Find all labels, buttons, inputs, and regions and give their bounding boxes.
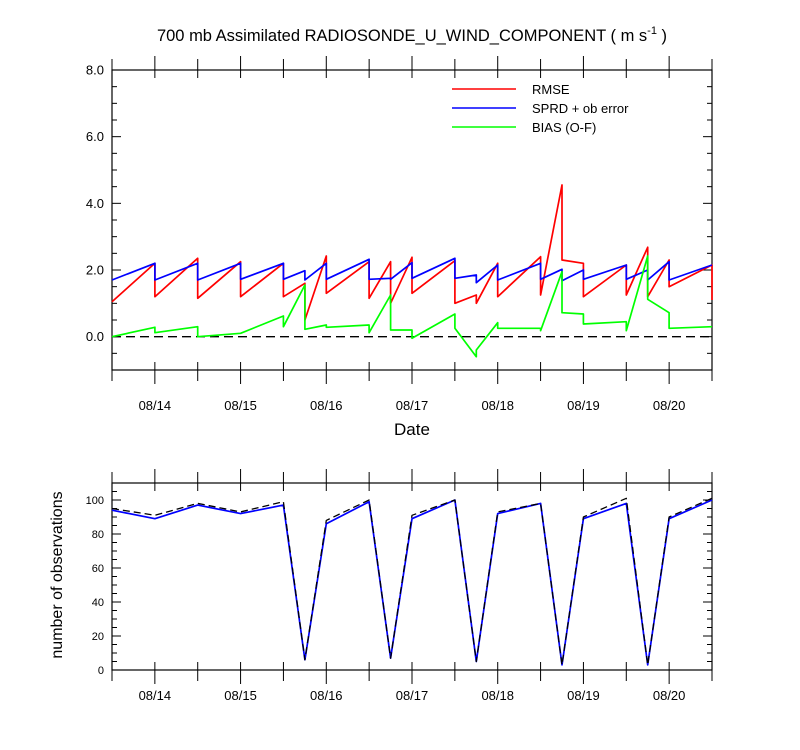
top-x-tick-label: 08/20 <box>653 398 686 413</box>
bottom-x-tick-label: 08/19 <box>567 688 600 703</box>
top-series-sprd-ob-error <box>111 257 713 284</box>
top-series-rmse <box>111 184 713 321</box>
legend: RMSE SPRD + ob error BIAS (O-F) <box>452 82 629 135</box>
legend-label-bias: BIAS (O-F) <box>532 120 596 135</box>
bottom-y-tick-label: 80 <box>92 529 104 541</box>
chart-title: 700 mb Assimilated RADIOSONDE_U_WIND_COM… <box>157 25 667 45</box>
bottom-x-tick-label: 08/15 <box>224 688 257 703</box>
bottom-x-tick-label: 08/18 <box>481 688 514 703</box>
top-y-tick-label: 2.0 <box>86 263 104 278</box>
bottom-x-tick-label: 08/14 <box>139 688 172 703</box>
bottom-x-tick-label: 08/16 <box>310 688 343 703</box>
x-axis-label: Date <box>394 420 430 439</box>
top-series-bias-o-f <box>111 255 713 358</box>
top-x-tick-label: 08/19 <box>567 398 600 413</box>
bottom-y-tick-label: 20 <box>92 631 104 643</box>
top-x-tick-label: 08/14 <box>139 398 172 413</box>
bottom-y-tick-label: 40 <box>92 597 104 609</box>
top-x-tick-label: 08/16 <box>310 398 343 413</box>
legend-label-sprd: SPRD + ob error <box>532 101 629 116</box>
y-axis-label-observations: number of observations <box>49 491 66 658</box>
bottom-x-tick-label: 08/20 <box>653 688 686 703</box>
top-x-tick-label: 08/17 <box>396 398 429 413</box>
bottom-x-tick-label: 08/17 <box>396 688 429 703</box>
bottom-plot-frame <box>111 482 713 671</box>
bottom-y-tick-label: 60 <box>92 563 104 575</box>
top-y-tick-label: 8.0 <box>86 63 104 78</box>
top-x-tick-label: 08/15 <box>224 398 257 413</box>
bottom-series-observations-used <box>111 499 713 666</box>
bottom-series-observations-possible <box>111 497 713 666</box>
top-y-tick-label: 4.0 <box>86 196 104 211</box>
legend-label-rmse: RMSE <box>532 82 570 97</box>
top-x-tick-label: 08/18 <box>481 398 514 413</box>
top-plot: 0.0 2.0 4.0 6.0 8.0 08/14 08/15 08/16 08/17 08/18… <box>86 56 713 439</box>
bottom-y-tick-label: 0 <box>98 665 104 677</box>
bottom-y-tick-label: 100 <box>86 495 104 507</box>
top-y-tick-label: 0.0 <box>86 329 104 344</box>
top-y-tick-label: 6.0 <box>86 129 104 144</box>
bottom-plot: 0 20 40 60 80 100 08/14 08/15 08/16 08/17 08/18 08/… <box>49 469 713 703</box>
